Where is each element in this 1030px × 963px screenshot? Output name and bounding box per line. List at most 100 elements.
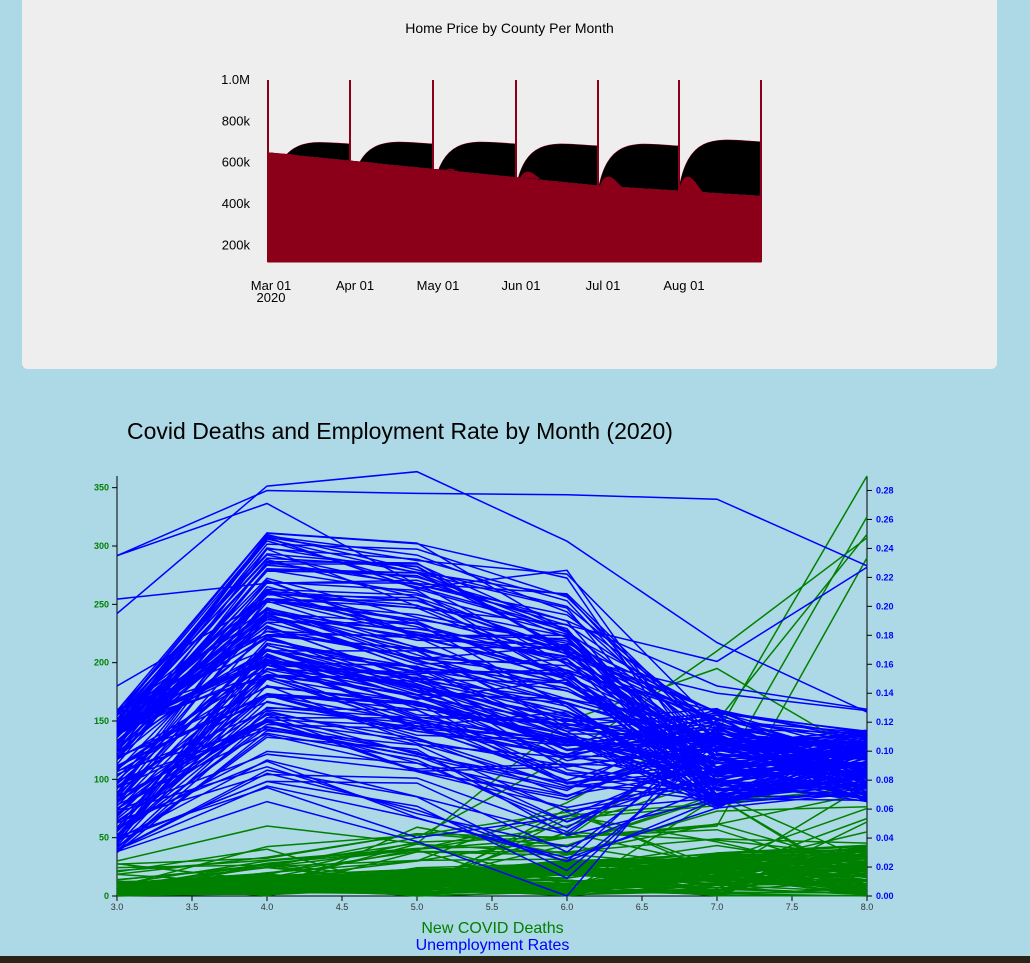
unemployment-series-line — [116, 732, 868, 829]
price-curve-shadow — [433, 142, 516, 192]
price-curve-shadow — [350, 142, 433, 194]
unemployment-series-line — [116, 591, 868, 745]
unemployment-series-line — [116, 561, 868, 777]
unemployment-series-line — [116, 618, 868, 787]
unemployment-series-line — [116, 470, 868, 713]
unemployment-series-line — [116, 648, 868, 759]
unemployment-series-line — [116, 532, 868, 740]
price-curve-fill — [516, 171, 541, 189]
unemployment-series-line — [116, 686, 868, 795]
covid-chart-title: Covid Deaths and Employment Rate by Mont… — [127, 418, 673, 444]
unemployment-series-line — [116, 650, 868, 745]
unemployment-series-line — [116, 648, 868, 829]
home-price-chart-title: Home Price by County Per Month — [405, 20, 614, 36]
deaths-series-line — [116, 872, 868, 892]
x-tick-label: 6.5 — [636, 902, 649, 912]
unemployment-series-line — [116, 674, 868, 836]
y-right-tick-label: 0.16 — [876, 659, 894, 669]
price-area — [516, 177, 598, 262]
y-right-tick-label: 0.20 — [876, 601, 894, 611]
deaths-series-line — [116, 853, 868, 895]
x-tick-label: 7.5 — [786, 902, 799, 912]
price-area — [350, 160, 433, 262]
x-tick-label: Apr 01 — [336, 278, 374, 293]
y-right-tick-label: 0.00 — [876, 891, 894, 901]
deaths-series-line — [116, 848, 868, 894]
y-left-tick-label: 0 — [104, 891, 109, 901]
x-tick-label: 4.0 — [261, 902, 274, 912]
unemployment-series-line — [116, 729, 868, 854]
unemployment-series-line — [116, 597, 868, 796]
y-right-tick-label: 0.26 — [876, 514, 894, 524]
unemployment-series-line — [116, 728, 868, 841]
y-tick-label: 200k — [222, 237, 251, 252]
x-tick-label: Aug 01 — [663, 278, 704, 293]
price-area — [433, 168, 516, 262]
price-area — [679, 190, 761, 262]
deaths-series-line — [116, 877, 868, 895]
unemployment-series-line — [116, 590, 868, 792]
price-curve-shadow — [679, 140, 761, 196]
y-right-tick-label: 0.24 — [876, 543, 894, 553]
window-bottom-edge — [0, 956, 1030, 963]
unemployment-series-line — [116, 535, 868, 750]
y-right-tick-label: 0.28 — [876, 485, 894, 495]
price-curve-fill — [679, 176, 704, 193]
price-area — [598, 185, 679, 262]
unemployment-series-line — [116, 489, 868, 567]
unemployment-series-line — [116, 608, 868, 773]
y-tick-label: 400k — [222, 196, 251, 211]
price-curve-fill — [433, 168, 458, 192]
price-area — [268, 152, 350, 262]
x-tick-label: Jul 01 — [586, 278, 621, 293]
price-curve-shadow — [268, 142, 350, 209]
unemployment-series-line — [116, 663, 868, 831]
deaths-series-line — [116, 667, 868, 862]
home-price-chart: 200k 400k 600k 800k 1.0M Mar 01 Apr 01 May 01 Ju… — [221, 72, 762, 305]
unemployment-series-line — [116, 548, 868, 799]
legend-new-covid-deaths: New COVID Deaths — [421, 920, 564, 937]
home-price-card: Home Price by County Per Month 200k 400k 6… — [22, 0, 997, 369]
y-right-tick-label: 0.22 — [876, 572, 894, 582]
x-tick-label: 7.0 — [711, 902, 724, 912]
unemployment-series-line — [116, 721, 868, 810]
y-right-tick-label: 0.10 — [876, 746, 894, 756]
deaths-series-line — [116, 516, 868, 886]
unemployment-series-line — [116, 543, 868, 761]
price-curve-fill — [598, 176, 623, 192]
x-tick-label: Mar 01 — [251, 278, 291, 293]
x-tick-label: 8.0 — [861, 902, 874, 912]
price-curve-fill — [268, 152, 293, 209]
deaths-series-line — [116, 796, 868, 890]
y-left-tick-label: 50 — [99, 833, 109, 843]
unemployment-series-line — [116, 616, 868, 790]
price-curve-fill — [350, 160, 375, 194]
unemployment-series-line — [116, 635, 868, 808]
y-right-tick-label: 0.02 — [876, 862, 894, 872]
unemployment-series-line — [116, 570, 868, 792]
unemployment-series-line — [116, 566, 868, 663]
unemployment-series-line — [116, 607, 867, 757]
unemployment-series-line — [116, 785, 868, 859]
y-left-tick-label: 150 — [94, 716, 109, 726]
unemployment-series-line — [116, 644, 867, 798]
unemployment-series-line — [116, 693, 868, 789]
y-tick-label: 1.0M — [221, 72, 250, 87]
unemployment-series-line — [116, 598, 868, 712]
y-left-tick-label: 200 — [94, 658, 109, 668]
y-right-tick-label: 0.12 — [876, 717, 894, 727]
x-tick-label: 5.0 — [411, 902, 424, 912]
x-tick-year-label: 2020 — [257, 290, 286, 305]
y-right-tick-label: 0.08 — [876, 775, 894, 785]
y-right-tick-label: 0.18 — [876, 630, 894, 640]
x-tick-label: May 01 — [417, 278, 460, 293]
price-curve-shadow — [598, 144, 679, 192]
unemployment-series-line — [116, 585, 868, 778]
unemployment-series-line — [116, 674, 868, 803]
legend-unemployment-rates: Unemployment Rates — [415, 937, 570, 954]
x-tick-label: Jun 01 — [501, 278, 540, 293]
y-right-tick-label: 0.14 — [876, 688, 894, 698]
x-tick-label: 4.5 — [336, 902, 349, 912]
unemployment-series-line — [116, 733, 868, 848]
